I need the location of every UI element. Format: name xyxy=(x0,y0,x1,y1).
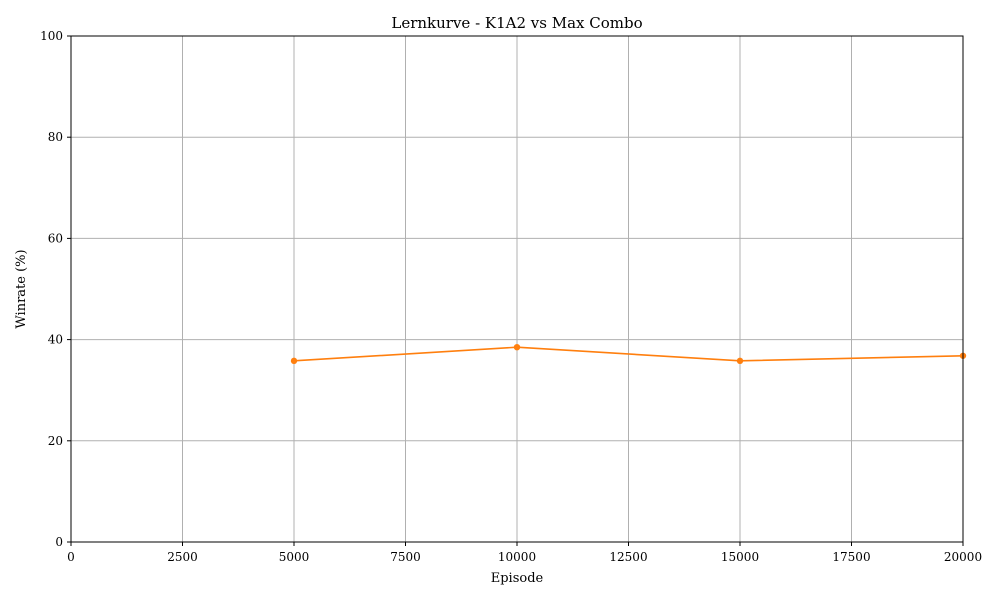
data-point xyxy=(736,357,744,365)
y-tick-label: 80 xyxy=(48,130,63,144)
y-tick-label: 20 xyxy=(48,434,63,448)
x-tick-label: 20000 xyxy=(944,550,982,564)
chart-title: Lernkurve - K1A2 vs Max Combo xyxy=(391,14,642,32)
x-tick-label: 5000 xyxy=(279,550,310,564)
y-tick-label: 0 xyxy=(55,535,63,549)
series-layer xyxy=(290,343,967,365)
x-axis-label: Episode xyxy=(491,571,544,586)
data-point xyxy=(513,343,521,351)
x-tick-label: 15000 xyxy=(721,550,759,564)
y-tick-label: 100 xyxy=(40,29,63,43)
tick-layer: 0 2500 5000 7500 10000 12500 15000 17500 20000 0 2… xyxy=(40,29,982,564)
y-axis-label: Winrate (%) xyxy=(14,249,29,328)
x-tick-label: 0 xyxy=(67,550,75,564)
x-tick-label: 12500 xyxy=(609,550,647,564)
y-tick-label: 40 xyxy=(48,333,63,347)
x-tick-label: 17500 xyxy=(832,550,870,564)
x-tick-label: 7500 xyxy=(390,550,421,564)
data-point xyxy=(290,357,298,365)
series-line xyxy=(293,346,964,362)
y-tick-label: 60 xyxy=(48,231,63,245)
x-tick-label: 2500 xyxy=(167,550,198,564)
x-tick-label: 10000 xyxy=(498,550,536,564)
